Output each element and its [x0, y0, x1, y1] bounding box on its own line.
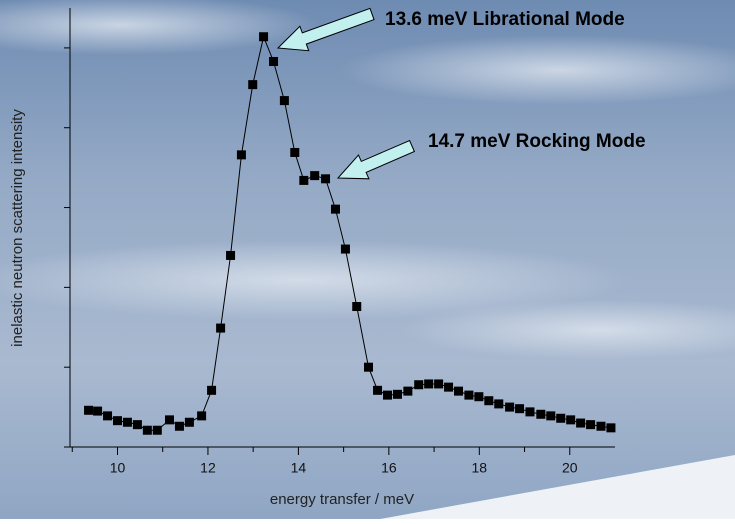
x-tick-label: 12 [200, 460, 216, 476]
marker [185, 418, 194, 427]
marker [494, 399, 503, 408]
marker [474, 392, 483, 401]
marker [165, 415, 174, 424]
marker [321, 174, 330, 183]
marker [525, 407, 534, 416]
marker [556, 414, 565, 423]
marker [84, 406, 93, 415]
marker [464, 391, 473, 400]
marker [546, 411, 555, 420]
marker [248, 80, 257, 89]
marker [403, 387, 412, 396]
marker [484, 396, 493, 405]
x-tick-label: 18 [472, 460, 488, 476]
marker [331, 205, 340, 214]
marker [341, 245, 350, 254]
marker [103, 411, 112, 420]
marker [259, 32, 268, 41]
x-axis-label: energy transfer / meV [270, 491, 414, 508]
x-tick-label: 14 [291, 460, 307, 476]
chart: 13.6 meV Librational Mode 14.7 meV Rocki… [0, 0, 735, 519]
marker [505, 403, 514, 412]
marker [454, 387, 463, 396]
marker [123, 418, 132, 427]
marker [352, 302, 361, 311]
marker [424, 379, 433, 388]
marker [207, 386, 216, 395]
marker [373, 386, 382, 395]
marker [237, 150, 246, 159]
marker [133, 420, 142, 429]
marker [310, 171, 319, 180]
marker [393, 390, 402, 399]
marker [216, 324, 225, 333]
marker [93, 407, 102, 416]
x-tick-label: 20 [562, 460, 578, 476]
marker [596, 422, 605, 431]
marker [113, 416, 122, 425]
marker [515, 404, 524, 413]
marker [143, 426, 152, 435]
marker [364, 363, 373, 372]
x-tick-label: 10 [110, 460, 126, 476]
marker [290, 148, 299, 157]
marker [280, 96, 289, 105]
marker [299, 176, 308, 185]
marker [606, 423, 615, 432]
marker [269, 57, 278, 66]
annotation: 14.7 meV Rocking Mode [428, 131, 646, 152]
marker [383, 391, 392, 400]
marker [153, 426, 162, 435]
marker [226, 251, 235, 260]
marker [576, 419, 585, 428]
y-axis-label: inelastic neutron scattering intensity [9, 109, 26, 347]
marker [566, 415, 575, 424]
annotation: 13.6 meV Librational Mode [385, 9, 625, 30]
marker [536, 410, 545, 419]
x-tick-label: 16 [381, 460, 397, 476]
marker [444, 383, 453, 392]
marker [197, 411, 206, 420]
marker [586, 420, 595, 429]
marker [434, 379, 443, 388]
marker [175, 422, 184, 431]
marker [414, 380, 423, 389]
